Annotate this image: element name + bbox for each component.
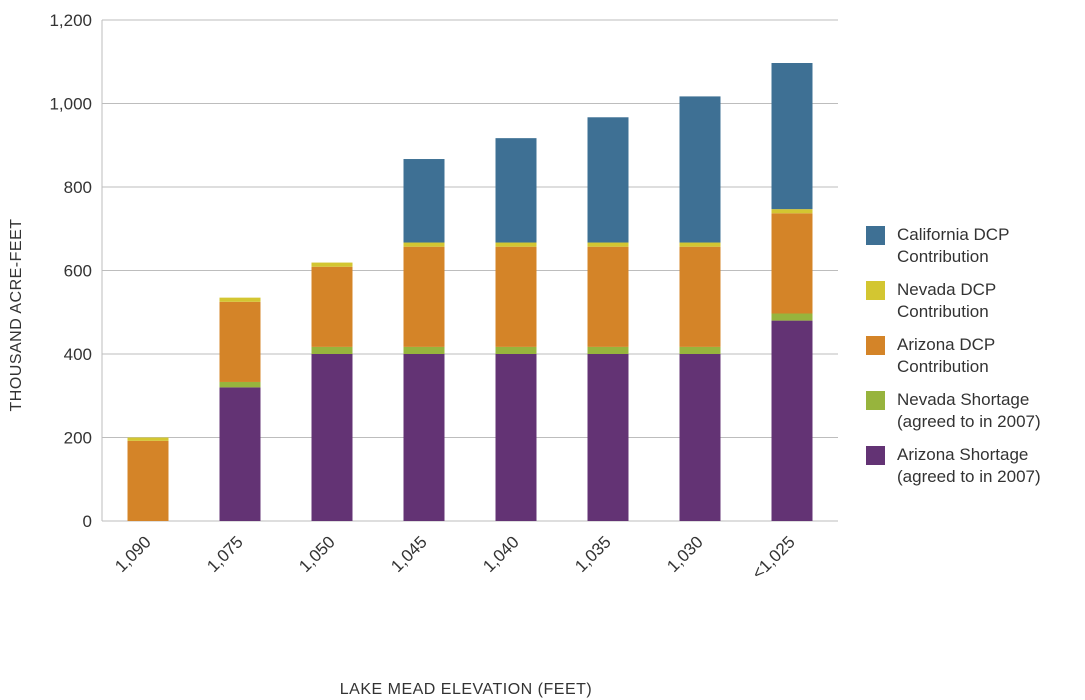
bar-group xyxy=(127,63,813,521)
bar-segment xyxy=(771,313,813,321)
bar-segment xyxy=(403,159,445,243)
legend-item-nevada-shortage: Nevada Shortage (agreed to in 2007) xyxy=(866,389,1081,433)
x-tick-label: 1,045 xyxy=(387,532,431,576)
legend-swatch-california xyxy=(866,226,885,245)
legend-label-arizona-dcp: Arizona DCP Contribution xyxy=(897,334,995,378)
legend-label-line: California DCP xyxy=(897,225,1010,244)
legend-label-line: Contribution xyxy=(897,247,989,266)
x-axis: 1,090 1,075 1,050 1,045 1,040 1,035 1,030 <1,02… xyxy=(111,532,799,583)
bar-segment xyxy=(403,246,445,347)
bar-segment xyxy=(495,138,537,243)
legend-item-arizona-dcp: Arizona DCP Contribution xyxy=(866,334,1081,378)
legend-label-line: (agreed to in 2007) xyxy=(897,412,1041,431)
legend-swatch-arizona-dcp xyxy=(866,336,885,355)
y-tick-label: 200 xyxy=(64,429,92,448)
y-tick-label: 1,000 xyxy=(49,95,92,114)
legend-label-line: Arizona Shortage xyxy=(897,445,1029,464)
bar-segment xyxy=(587,346,629,354)
legend-label-line: Contribution xyxy=(897,302,989,321)
bar-segment xyxy=(771,209,813,214)
y-tick-label: 400 xyxy=(64,345,92,364)
x-tick-label: <1,025 xyxy=(748,532,799,583)
bar-segment xyxy=(311,266,353,347)
x-tick-label: 1,040 xyxy=(479,532,523,576)
y-tick-label: 800 xyxy=(64,178,92,197)
bar-segment xyxy=(311,262,353,267)
bar-segment xyxy=(495,242,537,247)
bar-segment xyxy=(771,213,813,314)
bar-segment xyxy=(679,242,721,247)
legend-label-line: Nevada Shortage xyxy=(897,390,1030,409)
legend-swatch-nevada-shortage xyxy=(866,391,885,410)
y-tick-label: 1,200 xyxy=(49,11,92,30)
bar-segment xyxy=(771,320,813,521)
bar-segment xyxy=(127,437,169,441)
x-tick-label: 1,090 xyxy=(111,532,155,576)
bar-segment xyxy=(311,354,353,521)
bar-segment xyxy=(127,440,169,521)
x-tick-label: 1,075 xyxy=(203,532,247,576)
legend-label-line: (agreed to in 2007) xyxy=(897,467,1041,486)
y-tick-label: 0 xyxy=(83,512,92,531)
legend-label-arizona-shortage: Arizona Shortage (agreed to in 2007) xyxy=(897,444,1041,488)
legend-label-nevada-dcp: Nevada DCP Contribution xyxy=(897,279,996,323)
x-tick-label: 1,030 xyxy=(663,532,707,576)
bar-segment xyxy=(495,354,537,521)
bar-segment xyxy=(403,242,445,247)
bar-segment xyxy=(679,96,721,243)
legend-label-line: Contribution xyxy=(897,357,989,376)
bar-segment xyxy=(403,354,445,521)
bar-segment xyxy=(587,117,629,243)
bar-segment xyxy=(495,246,537,347)
legend-label-line: Nevada DCP xyxy=(897,280,997,299)
bar-segment xyxy=(587,354,629,521)
gridlines xyxy=(102,19,838,522)
legend-item-california: California DCP Contribution xyxy=(866,224,1081,268)
bar-segment xyxy=(679,354,721,521)
bar-segment xyxy=(679,246,721,347)
bar-segment xyxy=(311,346,353,354)
bar-segment xyxy=(219,301,261,382)
legend-label-nevada-shortage: Nevada Shortage (agreed to in 2007) xyxy=(897,389,1041,433)
y-tick-label: 600 xyxy=(64,262,92,281)
bar-segment xyxy=(403,346,445,354)
y-axis-title: THOUSAND ACRE-FEET xyxy=(8,218,25,411)
x-tick-label: 1,035 xyxy=(571,532,615,576)
legend-item-nevada-dcp: Nevada DCP Contribution xyxy=(866,279,1081,323)
legend: California DCP Contribution Nevada DCP C… xyxy=(866,224,1081,499)
bar-segment xyxy=(587,246,629,347)
bar-segment xyxy=(219,381,261,388)
bar-segment xyxy=(219,387,261,521)
legend-label-california: California DCP Contribution xyxy=(897,224,1009,268)
legend-label-line: Arizona DCP xyxy=(897,335,996,354)
bar-segment xyxy=(679,346,721,354)
x-axis-title: LAKE MEAD ELEVATION (FEET) xyxy=(340,681,592,698)
bar-segment xyxy=(495,346,537,354)
bar-segment xyxy=(587,242,629,247)
legend-item-arizona-shortage: Arizona Shortage (agreed to in 2007) xyxy=(866,444,1081,488)
x-tick-label: 1,050 xyxy=(295,532,339,576)
bar-segment xyxy=(771,63,813,210)
legend-swatch-nevada-dcp xyxy=(866,281,885,300)
legend-swatch-arizona-shortage xyxy=(866,446,885,465)
bar-segment xyxy=(219,297,261,302)
y-axis: 0 200 400 600 800 1,000 1,200 xyxy=(49,11,103,531)
